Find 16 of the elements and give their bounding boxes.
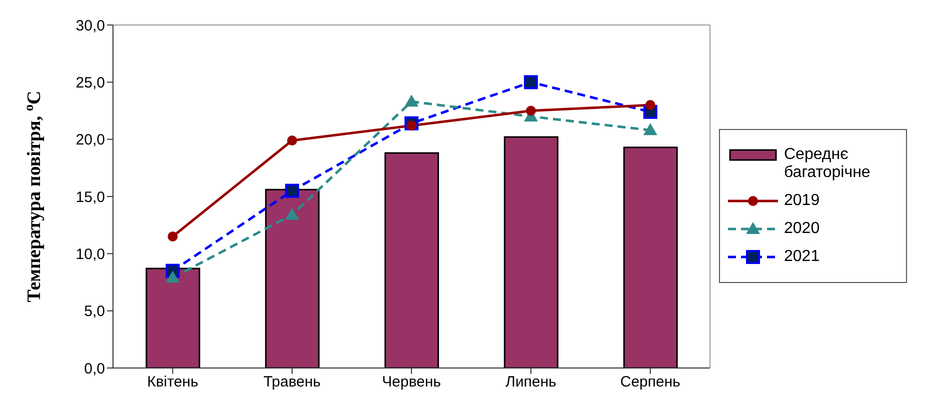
x-tick-label: Травень (263, 374, 321, 391)
legend-label: 2019 (784, 192, 820, 210)
x-tick-label: Квітень (147, 374, 198, 391)
y-tick-label: 10,0 (76, 246, 105, 263)
y-tick-label: 15,0 (76, 188, 105, 206)
x-tick-label: Серпень (620, 374, 681, 391)
y-tick-label: 0,0 (84, 360, 105, 378)
legend-label: Середнє багаторічне (784, 146, 872, 182)
y-tick-label: 30,0 (76, 17, 105, 34)
y-tick-label: 25,0 (76, 74, 105, 92)
y-tick-label: 20,0 (76, 132, 105, 149)
y-tick-label: 5,0 (84, 303, 105, 320)
legend-label: 2020 (784, 220, 820, 238)
x-tick-label: Червень (382, 374, 442, 391)
x-tick-label: Липень (506, 374, 556, 391)
legend-label: 2021 (784, 248, 820, 266)
